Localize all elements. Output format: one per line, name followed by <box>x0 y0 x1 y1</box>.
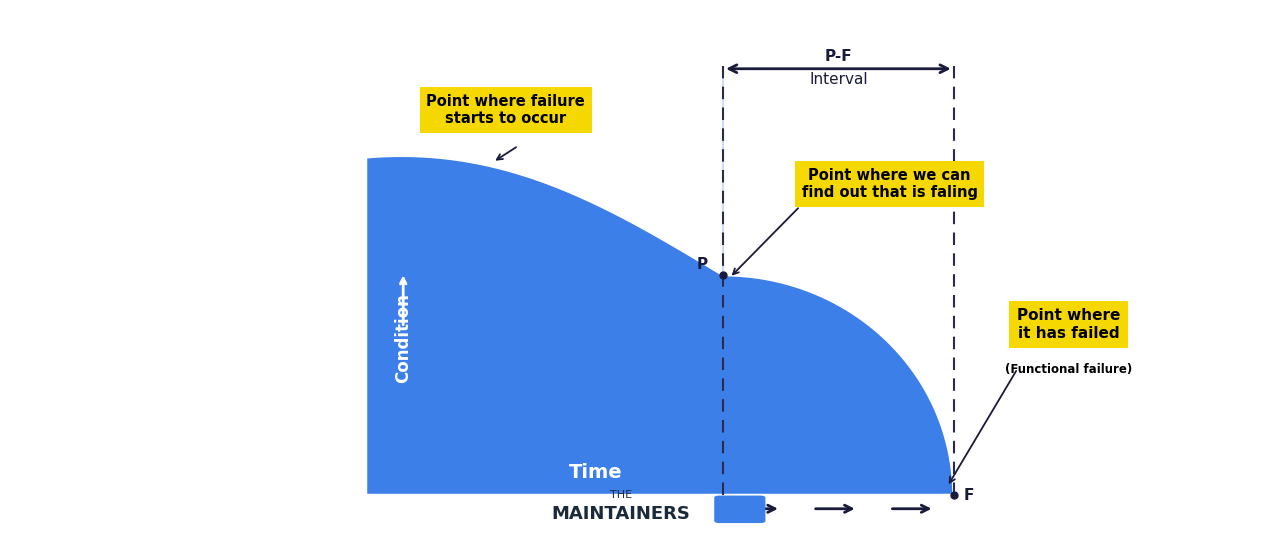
Text: F: F <box>964 487 974 503</box>
Text: THE: THE <box>609 491 632 501</box>
Polygon shape <box>723 66 954 495</box>
Text: (Functional failure): (Functional failure) <box>1005 363 1133 376</box>
Text: Point where
it has failed: Point where it has failed <box>1018 309 1120 340</box>
FancyBboxPatch shape <box>714 496 765 523</box>
Polygon shape <box>365 156 954 495</box>
Text: Point where failure
starts to occur: Point where failure starts to occur <box>426 94 585 126</box>
Text: P: P <box>696 257 708 272</box>
Text: Point where we can
find out that is faling: Point where we can find out that is fali… <box>801 168 978 200</box>
Text: MAINTAINERS: MAINTAINERS <box>552 505 690 523</box>
Text: P-F: P-F <box>824 50 852 64</box>
Text: Time: Time <box>568 464 622 482</box>
Text: Condition: Condition <box>394 294 412 383</box>
Text: Interval: Interval <box>809 72 868 86</box>
